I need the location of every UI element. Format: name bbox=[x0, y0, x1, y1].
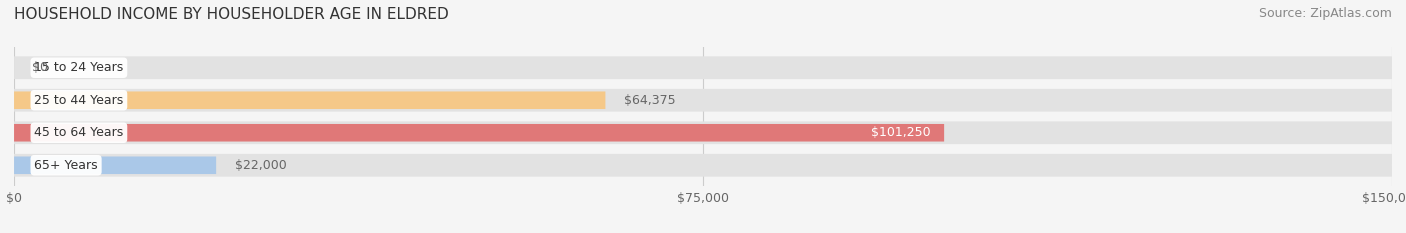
FancyBboxPatch shape bbox=[14, 124, 945, 141]
Text: 45 to 64 Years: 45 to 64 Years bbox=[34, 126, 124, 139]
Text: HOUSEHOLD INCOME BY HOUSEHOLDER AGE IN ELDRED: HOUSEHOLD INCOME BY HOUSEHOLDER AGE IN E… bbox=[14, 7, 449, 22]
Text: Source: ZipAtlas.com: Source: ZipAtlas.com bbox=[1258, 7, 1392, 20]
FancyBboxPatch shape bbox=[14, 121, 1392, 144]
FancyBboxPatch shape bbox=[14, 56, 1392, 79]
Text: 65+ Years: 65+ Years bbox=[34, 159, 98, 172]
Text: $22,000: $22,000 bbox=[235, 159, 287, 172]
Text: $0: $0 bbox=[32, 61, 48, 74]
FancyBboxPatch shape bbox=[14, 154, 1392, 177]
Text: $64,375: $64,375 bbox=[624, 94, 675, 107]
Text: $101,250: $101,250 bbox=[870, 126, 931, 139]
FancyBboxPatch shape bbox=[14, 89, 1392, 112]
FancyBboxPatch shape bbox=[14, 92, 606, 109]
FancyBboxPatch shape bbox=[14, 157, 217, 174]
Text: 15 to 24 Years: 15 to 24 Years bbox=[34, 61, 124, 74]
Text: 25 to 44 Years: 25 to 44 Years bbox=[34, 94, 124, 107]
